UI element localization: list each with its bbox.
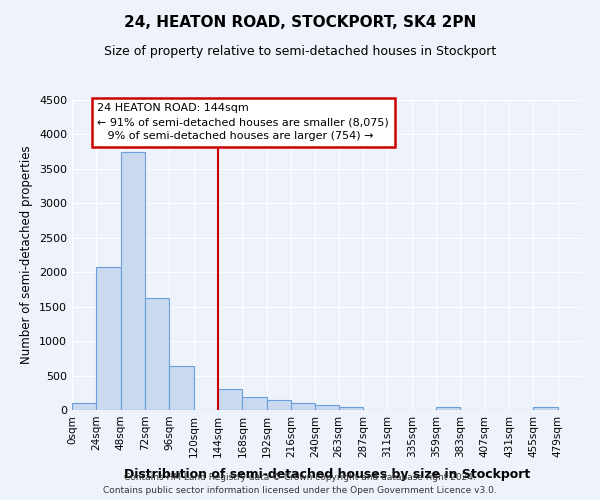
Text: 24 HEATON ROAD: 144sqm
← 91% of semi-detached houses are smaller (8,075)
   9% o: 24 HEATON ROAD: 144sqm ← 91% of semi-det… xyxy=(97,104,389,142)
Bar xyxy=(436,406,460,410)
Bar xyxy=(97,267,121,410)
Bar xyxy=(218,390,242,410)
Text: Size of property relative to semi-detached houses in Stockport: Size of property relative to semi-detach… xyxy=(104,45,496,58)
Y-axis label: Number of semi-detached properties: Number of semi-detached properties xyxy=(20,146,34,364)
Text: Contains HM Land Registry data © Crown copyright and database right 2024.: Contains HM Land Registry data © Crown c… xyxy=(124,472,476,482)
X-axis label: Distribution of semi-detached houses by size in Stockport: Distribution of semi-detached houses by … xyxy=(124,468,530,481)
Bar xyxy=(145,298,169,410)
Bar xyxy=(533,407,557,410)
Bar xyxy=(266,400,291,410)
Bar xyxy=(72,403,97,410)
Bar xyxy=(338,406,363,410)
Text: Contains public sector information licensed under the Open Government Licence v3: Contains public sector information licen… xyxy=(103,486,497,495)
Bar xyxy=(316,405,338,410)
Bar xyxy=(169,366,194,410)
Bar xyxy=(242,398,266,410)
Bar xyxy=(291,403,316,410)
Bar xyxy=(121,152,145,410)
Text: 24, HEATON ROAD, STOCKPORT, SK4 2PN: 24, HEATON ROAD, STOCKPORT, SK4 2PN xyxy=(124,15,476,30)
